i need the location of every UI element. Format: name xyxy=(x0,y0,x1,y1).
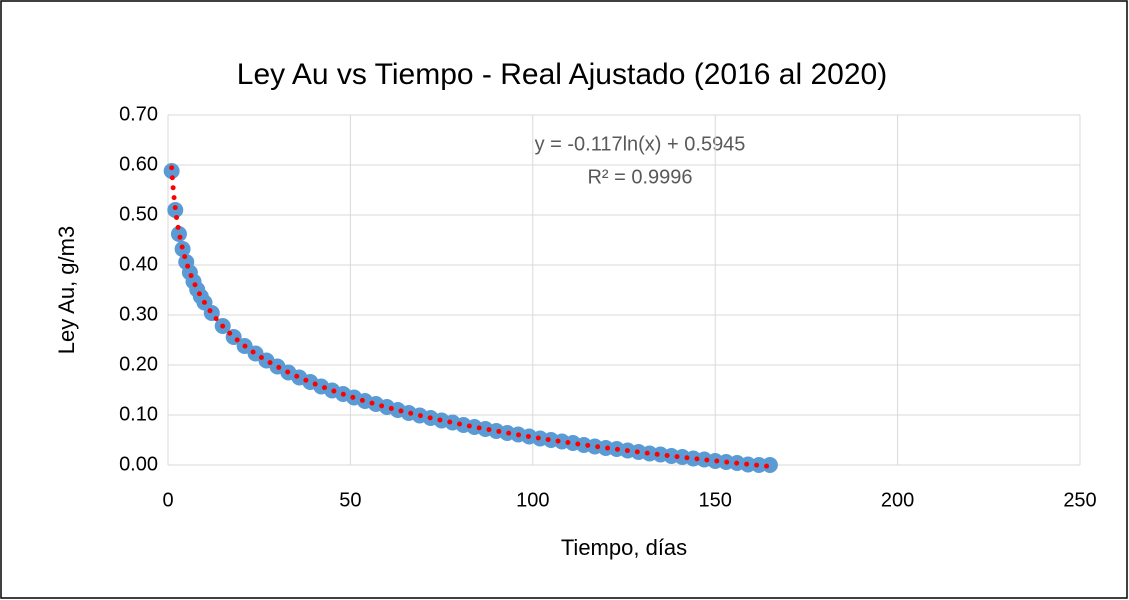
y-tick-label: 0.20 xyxy=(119,353,158,375)
x-tick-label: 250 xyxy=(1063,489,1096,511)
y-tick-label: 0.50 xyxy=(119,203,158,225)
x-tick-label: 150 xyxy=(699,489,732,511)
y-tick-label: 0.70 xyxy=(119,103,158,125)
data-point xyxy=(163,163,180,179)
data-point xyxy=(761,457,778,473)
y-tick-label: 0.10 xyxy=(119,403,158,425)
chart-title: Ley Au vs Tiempo - Real Ajustado (2016 a… xyxy=(237,58,887,91)
data-point xyxy=(170,226,187,242)
x-tick-label: 0 xyxy=(162,489,173,511)
y-tick-label: 0.60 xyxy=(119,153,158,175)
y-tick-label: 0.40 xyxy=(119,253,158,275)
x-tick-label: 50 xyxy=(339,489,361,511)
trendline xyxy=(169,165,773,469)
x-tick-label: 100 xyxy=(516,489,549,511)
y-tick-label: 0.00 xyxy=(119,453,158,475)
y-tick-label: 0.30 xyxy=(119,303,158,325)
r-squared: R² = 0.9996 xyxy=(587,166,692,188)
y-axis-label: Ley Au, g/m3 xyxy=(54,226,79,354)
x-tick-label: 200 xyxy=(881,489,914,511)
x-axis-label: Tiempo, días xyxy=(561,535,687,560)
trendline-equation: y = -0.117ln(x) + 0.5945 xyxy=(535,133,746,155)
